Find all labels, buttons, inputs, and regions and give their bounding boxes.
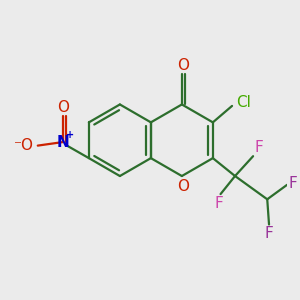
- Text: +: +: [66, 130, 74, 140]
- Text: F: F: [289, 176, 298, 191]
- Text: O: O: [57, 100, 69, 116]
- Text: O: O: [178, 58, 190, 73]
- Text: Cl: Cl: [236, 95, 251, 110]
- Text: F: F: [255, 140, 263, 154]
- Text: F: F: [265, 226, 273, 241]
- Text: O: O: [177, 179, 189, 194]
- Text: F: F: [214, 196, 223, 211]
- Text: N: N: [57, 134, 70, 149]
- Text: ⁻O: ⁻O: [14, 138, 34, 153]
